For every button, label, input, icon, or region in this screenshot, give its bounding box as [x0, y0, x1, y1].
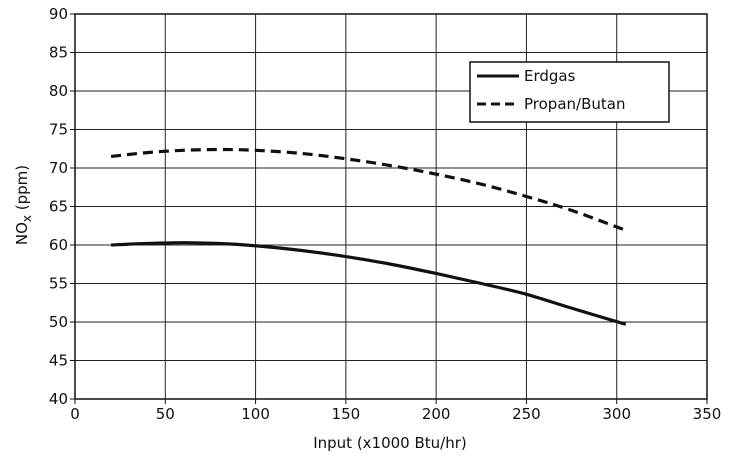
y-axis-label-main: NO	[13, 222, 31, 245]
legend-label-propan-butan: Propan/Butan	[524, 95, 625, 113]
y-axis-label-subscript: x	[20, 215, 34, 222]
y-tick-label-65: 65	[49, 198, 68, 216]
series-lines	[110, 147, 627, 326]
y-tick-label-55: 55	[49, 275, 68, 293]
y-tick-label-50: 50	[49, 313, 68, 331]
tick-labels: 0 50 100 150 200 250 300 350 40 45 50 55 60 65 70 75 80 8…	[49, 5, 721, 423]
x-tick-label-200: 200	[422, 405, 451, 423]
legend: Erdgas Propan/Butan	[469, 61, 670, 123]
legend-label-erdgas: Erdgas	[524, 67, 576, 85]
y-tick-label-60: 60	[49, 236, 68, 254]
y-tick-label-40: 40	[49, 390, 68, 408]
y-tick-label-80: 80	[49, 82, 68, 100]
y-tick-label-75: 75	[49, 121, 68, 139]
y-tick-label-70: 70	[49, 159, 68, 177]
x-tick-label-150: 150	[332, 405, 361, 423]
x-tick-label-350: 350	[693, 405, 722, 423]
x-tick-label-100: 100	[241, 405, 270, 423]
x-axis-label: Input (x1000 Btu/hr)	[313, 434, 467, 452]
y-tick-label-45: 45	[49, 352, 68, 370]
x-tick-label-300: 300	[602, 405, 631, 423]
x-tick-label-250: 250	[512, 405, 541, 423]
y-axis-label-rest: (ppm)	[13, 165, 31, 215]
series-line-propan-butan	[110, 147, 627, 232]
y-tick-label-90: 90	[49, 5, 68, 23]
y-axis-label: NOx (ppm)	[13, 165, 34, 245]
series-line-erdgas	[111, 241, 627, 326]
x-tick-label-50: 50	[156, 405, 175, 423]
legend-box	[469, 61, 670, 123]
x-tick-label-0: 0	[70, 405, 80, 423]
y-tick-label-85: 85	[49, 44, 68, 62]
axes	[70, 13, 708, 404]
